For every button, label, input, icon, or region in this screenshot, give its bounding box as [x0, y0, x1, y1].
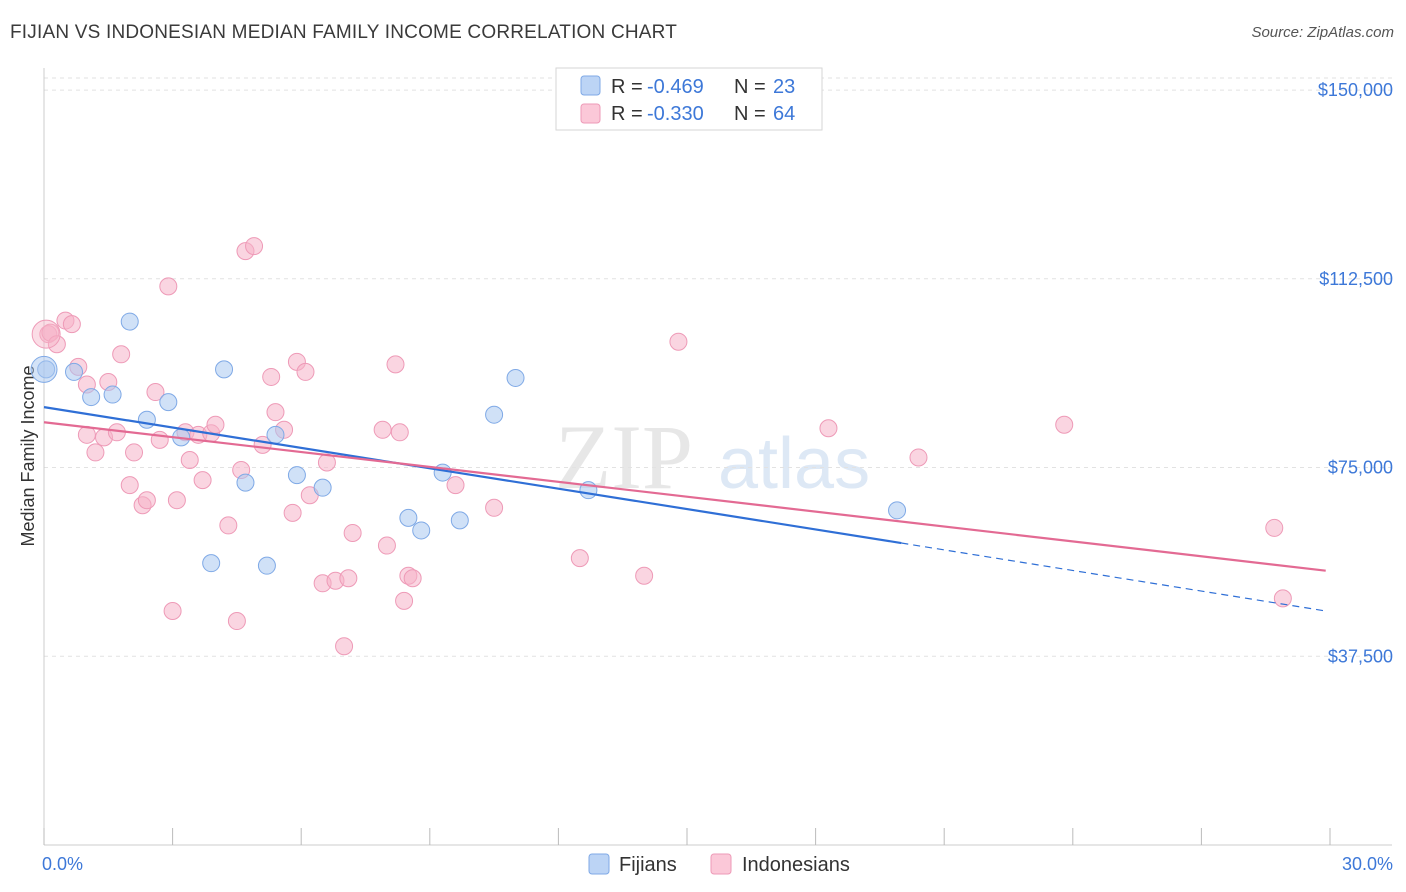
legend-n-label-indonesians: N = — [734, 103, 771, 125]
indonesians-point-35 — [266, 403, 285, 422]
y-tick-label-2: $112,500 — [1319, 269, 1393, 289]
indonesians-point-50 — [390, 423, 409, 442]
fijians-point-3 — [103, 385, 122, 404]
indonesians-point-13 — [120, 476, 139, 495]
indonesians-trend-line — [43, 421, 1326, 572]
fijians-point-19 — [485, 405, 504, 424]
fijians-trend-line-extrapolated — [901, 542, 1326, 612]
indonesians-point-16 — [137, 491, 156, 510]
x-tick-label-min: 0.0% — [42, 854, 83, 874]
indonesians-point-45 — [339, 569, 358, 588]
indonesians-point-56 — [570, 549, 589, 568]
y-axis-label: Median Family Income — [18, 365, 38, 546]
indonesians-point-17 — [146, 383, 165, 402]
indonesians-point-14 — [125, 443, 144, 462]
x-ticks — [43, 828, 1331, 845]
fijians-point-12 — [266, 425, 285, 444]
indonesians-point-51 — [395, 591, 414, 610]
indonesians-point-58 — [669, 332, 688, 351]
trend-lines — [43, 406, 1326, 612]
y-tick-labels: $37,500 $75,000 $112,500 $150,000 — [1318, 80, 1393, 666]
source-label: Source: ZipAtlas.com — [1251, 24, 1394, 41]
fijians-point-17 — [433, 463, 452, 482]
bottom-legend-label-indonesians: Indonesians — [742, 854, 850, 876]
legend-r-value-indonesians: -0.330 — [647, 103, 704, 125]
fijians-point-13 — [287, 466, 306, 485]
indonesians-point-61 — [1055, 415, 1074, 434]
indonesians-point-44 — [335, 637, 354, 656]
fijians-point-18 — [450, 511, 469, 530]
indonesians-point-large — [31, 319, 61, 349]
indonesians-point-57 — [635, 566, 654, 585]
indonesians-point-46 — [343, 523, 362, 542]
indonesians-point-32 — [245, 237, 264, 256]
fijians-point-10 — [236, 473, 255, 492]
indonesians-point-37 — [283, 503, 302, 522]
bottom-legend-label-fijians: Fijians — [619, 854, 677, 876]
indonesians-point-60 — [909, 448, 928, 467]
y-tick-label-0: $37,500 — [1328, 646, 1393, 666]
fijians-point-22 — [888, 501, 907, 520]
fijians-point-15 — [399, 508, 418, 527]
indonesians-point-23 — [180, 450, 199, 469]
y-tick-label-3: $150,000 — [1318, 80, 1393, 100]
legend-r-label-fijians: R = — [611, 76, 648, 98]
indonesians-point-53 — [403, 569, 422, 588]
indonesians-point-2 — [47, 335, 66, 354]
indonesians-point-12 — [112, 345, 131, 364]
bottom-legend-swatch-indonesians — [710, 853, 732, 875]
indonesians-point-54 — [446, 476, 465, 495]
legend-swatch-indonesians — [580, 103, 601, 124]
indonesians-point-55 — [485, 498, 504, 517]
grid-lines — [44, 77, 1392, 657]
indonesians-point-20 — [163, 601, 182, 620]
legend-n-label-fijians: N = — [734, 76, 771, 98]
fijians-point-20 — [506, 368, 525, 387]
legend-swatch-fijians — [580, 75, 601, 96]
indonesians-point-59 — [819, 419, 838, 438]
fijians-point-large — [30, 355, 58, 383]
indonesians-point-28 — [219, 516, 238, 535]
indonesians-point-63 — [1273, 589, 1292, 608]
fijians-point-16 — [412, 521, 431, 540]
fijians-point-1 — [65, 362, 84, 381]
fijians-point-5 — [137, 410, 156, 429]
y-tick-label-1: $75,000 — [1328, 458, 1393, 478]
axes — [43, 68, 1392, 846]
indonesians-point-39 — [296, 362, 315, 381]
indonesians-point-25 — [193, 471, 212, 490]
fijians-point-2 — [82, 388, 101, 407]
watermark-atlas: atlas — [718, 424, 870, 504]
indonesians-point-49 — [386, 355, 405, 374]
fijians-point-14 — [313, 478, 332, 497]
indonesians-point-62 — [1265, 518, 1284, 537]
legend-r-label-indonesians: R = — [611, 103, 648, 125]
watermark-zip: ZIP — [555, 406, 693, 508]
fijians-point-4 — [120, 312, 139, 331]
indonesians-point-48 — [377, 536, 396, 555]
indonesians-point-19 — [159, 277, 178, 296]
fijians-point-8 — [202, 554, 221, 573]
indonesians-point-4 — [62, 315, 81, 334]
legend-n-value-fijians: 23 — [773, 76, 795, 98]
indonesians-point-8 — [86, 443, 105, 462]
indonesians-point-47 — [373, 420, 392, 439]
indonesians-point-21 — [167, 491, 186, 510]
legend-n-value-indonesians: 64 — [773, 103, 795, 125]
fijians-point-9 — [215, 360, 234, 379]
correlation-legend: R = -0.469 N = 23 R = -0.330 N = 64 — [555, 67, 823, 131]
series-legend: Fijians Indonesians — [588, 853, 850, 876]
legend-r-value-fijians: -0.469 — [647, 76, 704, 98]
indonesians-point-34 — [262, 367, 281, 386]
indonesians-point-29 — [227, 612, 246, 631]
x-tick-label-max: 30.0% — [1342, 854, 1393, 874]
fijians-point-11 — [257, 556, 276, 575]
fijians-point-6 — [159, 393, 178, 412]
bottom-legend-swatch-fijians — [588, 853, 610, 875]
chart-title: FIJIAN VS INDONESIAN MEDIAN FAMILY INCOM… — [10, 22, 678, 43]
fijians-trend-line — [43, 406, 902, 545]
indonesians-point-27 — [206, 415, 225, 434]
